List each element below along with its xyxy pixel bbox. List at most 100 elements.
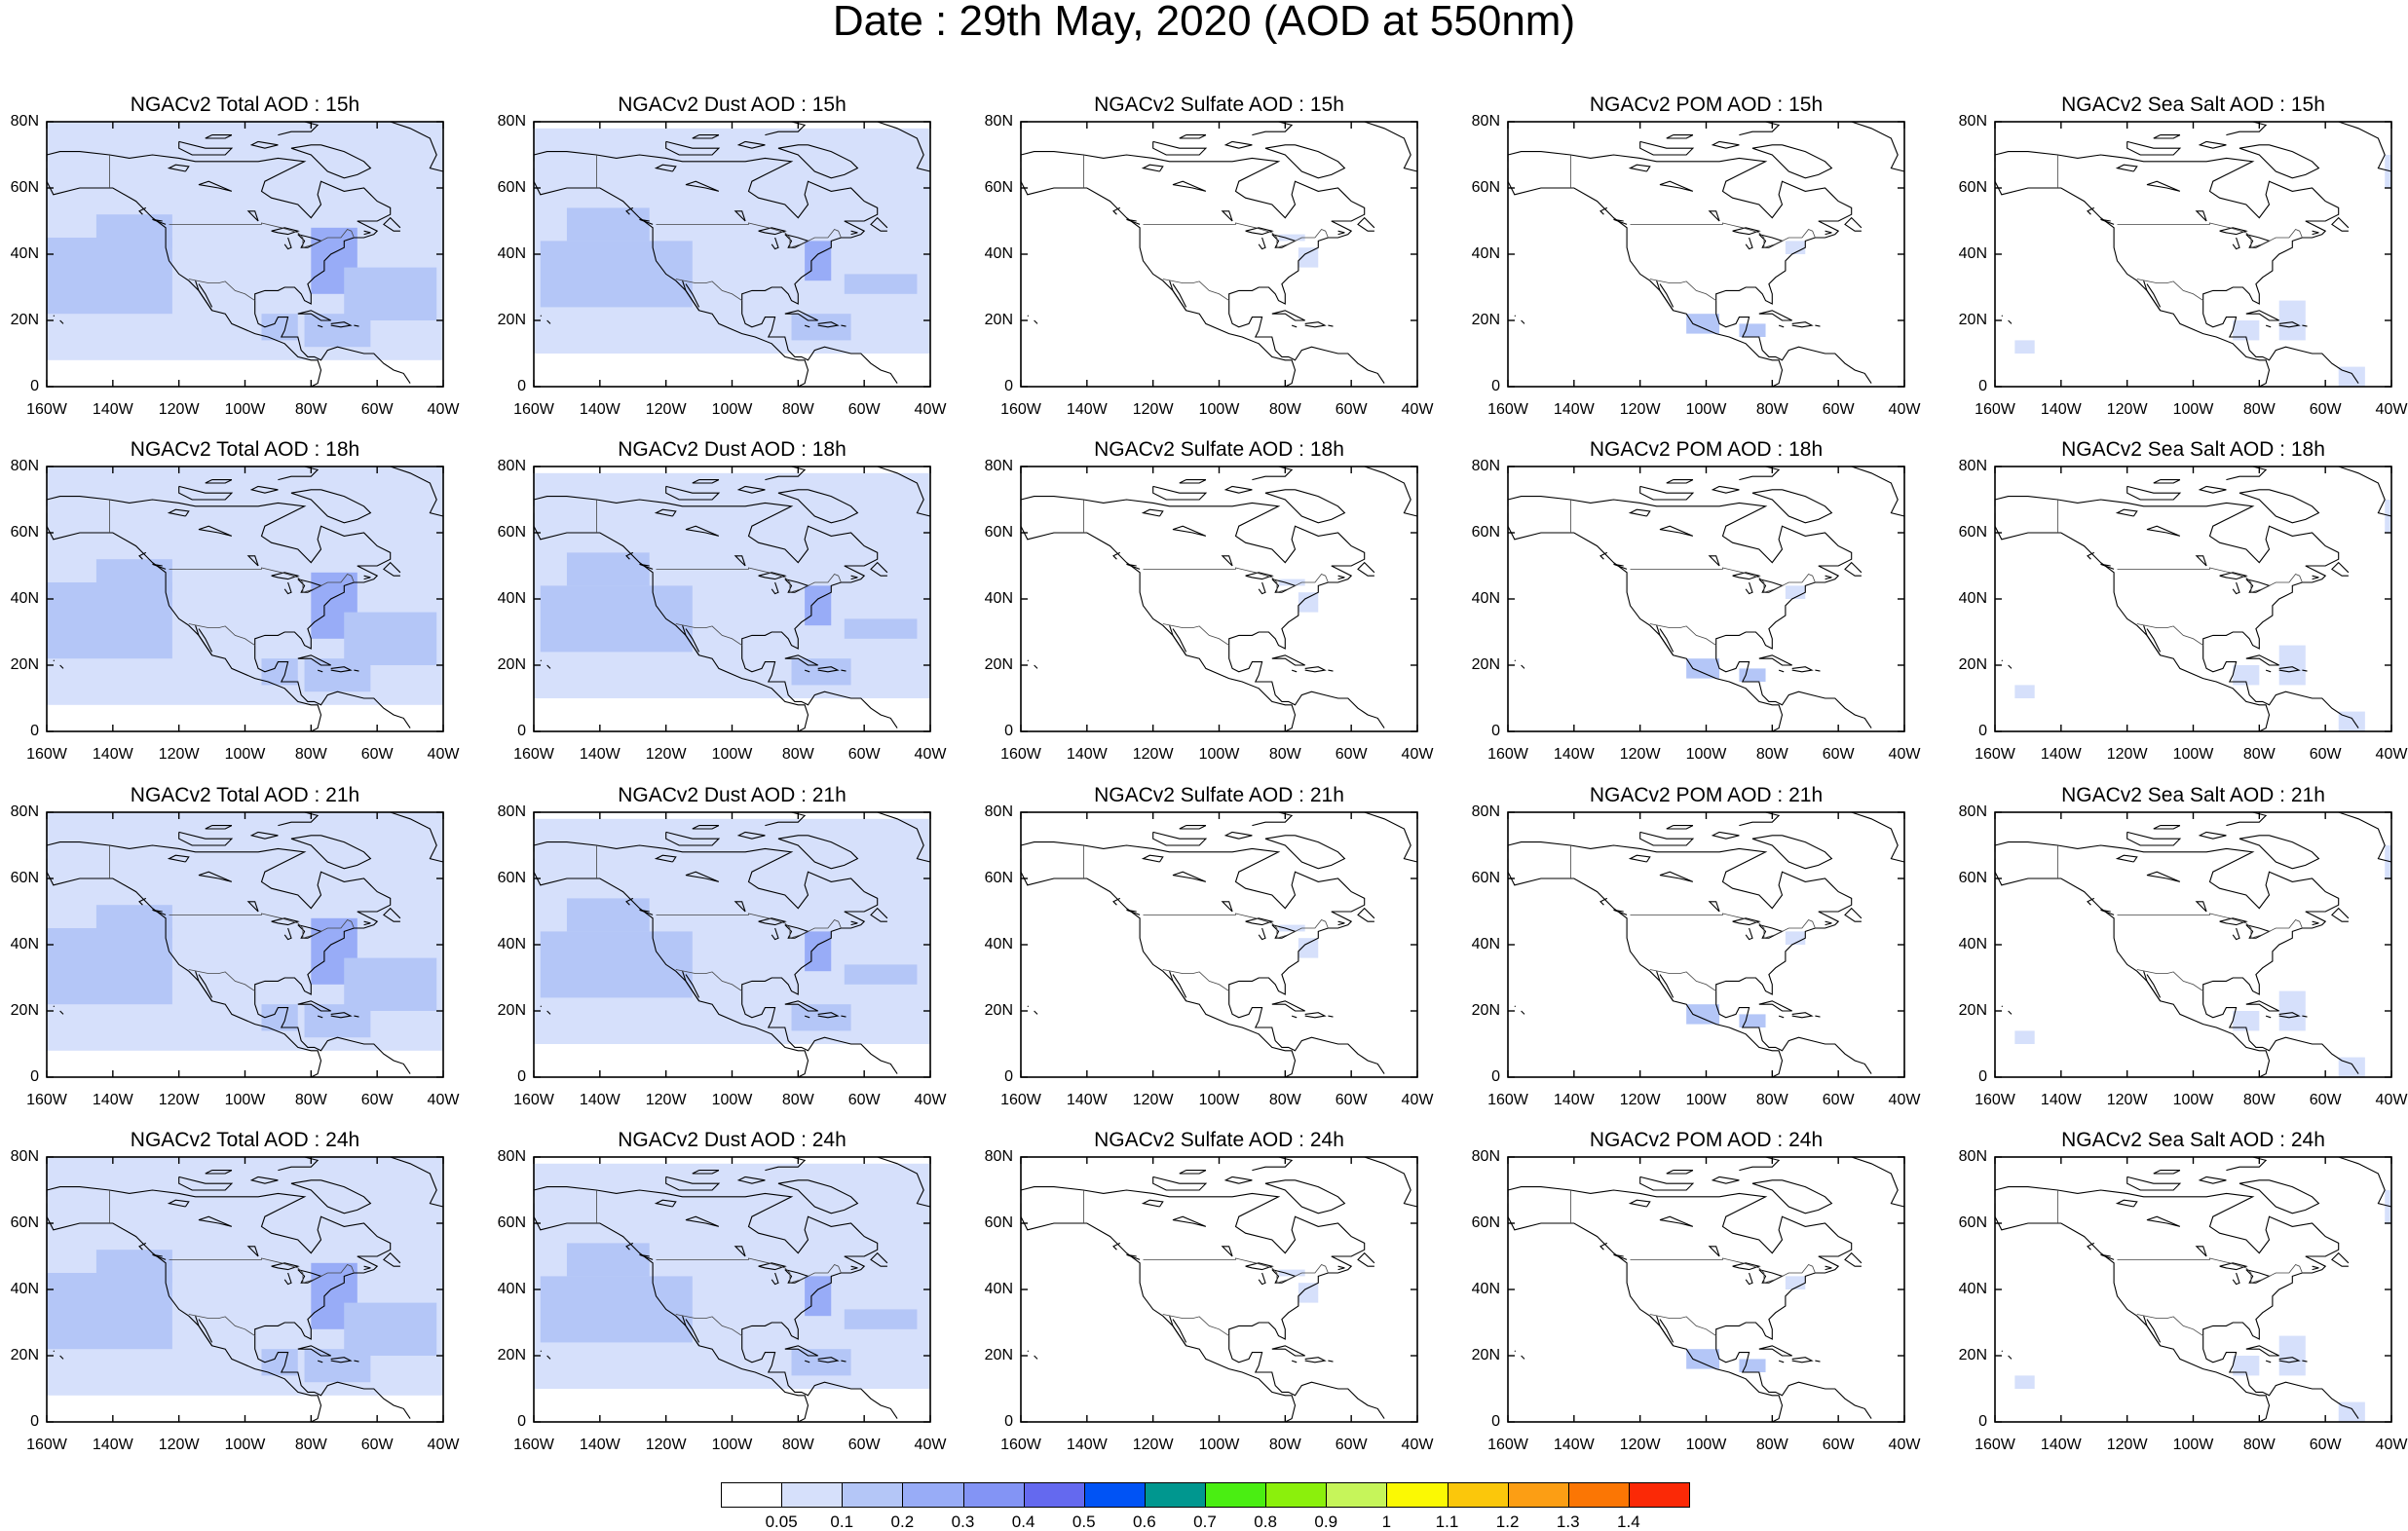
aod-shading	[2385, 1190, 2391, 1223]
lat-tick-label: 80N	[1471, 113, 1500, 130]
coastline	[283, 581, 292, 595]
aod-shading	[261, 658, 298, 686]
lon-tick-label: 60W	[1335, 746, 1368, 763]
colorbar-swatch	[962, 1482, 1025, 1508]
lat-tick-label: 60N	[1958, 524, 1987, 541]
coastline	[1715, 990, 1872, 1074]
lon-tick-label: 100W	[711, 746, 753, 763]
coastline	[2239, 1179, 2320, 1214]
aod-shading	[566, 898, 650, 932]
coastline	[1258, 927, 1266, 941]
lat-tick-label: 60N	[10, 524, 39, 541]
country-border	[1630, 567, 1816, 593]
lon-tick-label: 60W	[847, 1092, 881, 1108]
lat-tick-label: 20N	[10, 312, 39, 328]
coastline	[2115, 164, 2138, 172]
lat-tick-label: 40N	[1471, 245, 1500, 262]
coastline	[1264, 144, 1346, 179]
country-border	[2136, 969, 2203, 991]
coastline	[2100, 218, 2115, 225]
country-border	[1630, 1257, 1816, 1284]
lon-tick-label: 40W	[914, 401, 947, 418]
lat-tick-label: 40N	[1958, 245, 1987, 262]
country-border	[1143, 1257, 1329, 1284]
lat-tick-label: 0	[30, 1068, 39, 1085]
coastline	[654, 854, 677, 863]
coastline	[850, 575, 858, 580]
coastline	[354, 324, 359, 327]
aod-shading	[2385, 500, 2391, 533]
lat-tick-label: 0	[1491, 378, 1500, 394]
aod-shading	[2385, 155, 2391, 188]
coastline	[1521, 1010, 1525, 1015]
coastline	[1825, 920, 1832, 926]
coastline	[1112, 206, 1121, 215]
coastline	[1507, 841, 1853, 995]
coastline	[1223, 831, 1253, 840]
country-border	[675, 1314, 742, 1336]
page-title: Date : 29th May, 2020 (AOD at 550nm)	[832, 0, 1576, 45]
coastline	[685, 283, 700, 308]
panel-title: NGACv2 Total AOD : 15h	[130, 93, 360, 116]
coastline	[2245, 1269, 2271, 1284]
coastline	[1507, 512, 1784, 732]
coastline	[1507, 168, 1784, 388]
lat-tick-label: 80N	[497, 113, 526, 130]
coastline	[1514, 1350, 1517, 1353]
colorbar-label: 0.7	[1193, 1512, 1217, 1531]
lon-tick-label: 120W	[645, 1437, 687, 1453]
coastline	[1228, 990, 1385, 1074]
coastline	[1112, 897, 1121, 906]
country-border	[1143, 913, 1329, 939]
coastline	[1172, 871, 1207, 882]
lon-tick-label: 120W	[1132, 401, 1174, 418]
coastline	[1228, 1335, 1385, 1419]
aod-shading	[1278, 234, 1305, 242]
coastline	[2239, 835, 2320, 870]
coastline	[205, 1170, 233, 1175]
aod-shading	[1739, 323, 1766, 337]
coastline	[1745, 927, 1753, 941]
coastline	[2302, 669, 2308, 672]
lon-tick-label: 80W	[294, 1437, 327, 1453]
lon-tick-label: 120W	[158, 1437, 200, 1453]
lon-tick-label: 60W	[360, 1437, 394, 1453]
coastline	[665, 831, 721, 846]
coastline	[317, 324, 323, 328]
coastline	[665, 485, 721, 501]
coastline	[1815, 1015, 1821, 1018]
coastline	[2245, 579, 2271, 593]
coastline	[1179, 479, 1207, 484]
lat-tick-label: 20N	[1471, 1347, 1500, 1363]
coastline	[195, 971, 213, 1002]
lon-tick-label: 160W	[1487, 1092, 1528, 1108]
coastline	[363, 575, 371, 580]
aod-shading	[844, 618, 918, 639]
lon-tick-label: 160W	[513, 1437, 554, 1453]
coastline	[138, 551, 147, 560]
coastline	[2143, 971, 2162, 1002]
coastline	[2312, 920, 2319, 926]
lon-tick-label: 80W	[781, 1437, 814, 1453]
lat-tick-label: 20N	[984, 1347, 1013, 1363]
aod-shading	[1298, 592, 1319, 613]
coastline	[817, 321, 840, 328]
coastline	[254, 300, 411, 384]
panel-title: NGACv2 Dust AOD : 15h	[618, 93, 847, 116]
coastline	[682, 625, 700, 656]
coastline	[1221, 210, 1233, 222]
lon-tick-label: 60W	[1822, 746, 1855, 763]
coastline	[2126, 1176, 2182, 1191]
aod-shading	[844, 964, 918, 985]
coastline	[1271, 1269, 1297, 1284]
coastline	[1666, 1170, 1694, 1175]
coastline	[1507, 1186, 1853, 1340]
coastline	[205, 479, 233, 484]
coastline	[1034, 1355, 1038, 1360]
lon-tick-label: 40W	[1888, 746, 1921, 763]
coastline	[692, 825, 720, 830]
lat-tick-label: 20N	[984, 1002, 1013, 1019]
coastline	[1357, 561, 1375, 577]
lon-tick-label: 60W	[1822, 401, 1855, 418]
coastline	[2202, 645, 2359, 728]
